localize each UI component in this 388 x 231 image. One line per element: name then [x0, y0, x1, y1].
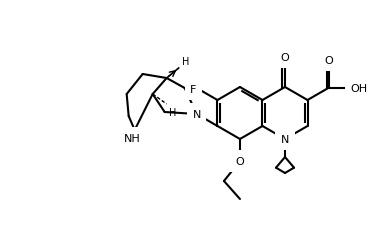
Text: F: F — [190, 85, 197, 94]
Text: OH: OH — [351, 83, 368, 93]
Text: N: N — [281, 134, 289, 144]
Text: O: O — [236, 156, 244, 166]
Text: N: N — [192, 109, 201, 119]
Text: H: H — [169, 108, 176, 118]
Text: H: H — [182, 57, 189, 67]
Text: NH: NH — [124, 134, 141, 143]
Text: O: O — [325, 56, 334, 66]
Text: O: O — [281, 53, 289, 63]
